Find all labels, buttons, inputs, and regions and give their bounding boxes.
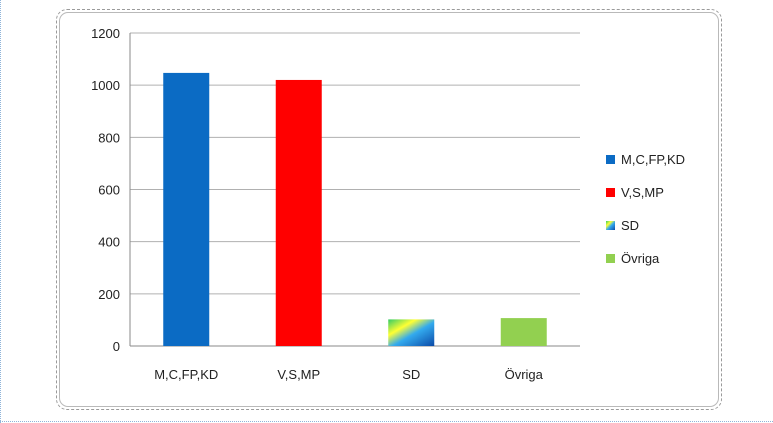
x-axis-labels: M,C,FP,KD V,S,MP SD Övriga	[154, 367, 543, 382]
y-tick-label: 1200	[91, 26, 120, 41]
y-tick-label: 800	[98, 130, 120, 145]
page-border-left	[0, 0, 1, 423]
x-tick-label: Övriga	[505, 367, 544, 382]
bar[interactable]	[500, 318, 547, 346]
legend-swatch	[606, 221, 615, 230]
y-tick-label: 1000	[91, 78, 120, 93]
x-tick-label: M,C,FP,KD	[154, 367, 218, 382]
chart-selection-frame[interactable]	[56, 9, 722, 410]
legend-swatch	[606, 188, 615, 197]
legend: M,C,FP,KD V,S,MP SD Övriga	[606, 152, 685, 266]
x-tick-label: V,S,MP	[277, 367, 320, 382]
legend-entry: Övriga	[621, 251, 660, 266]
y-tick-label: 600	[98, 183, 120, 198]
y-axis-ticks: 0 200 400 600 800 1000 1200	[91, 26, 120, 354]
legend-swatch	[606, 254, 615, 263]
legend-swatch	[606, 155, 615, 164]
x-tick-label: SD	[402, 367, 420, 382]
y-tick-label: 200	[98, 287, 120, 302]
legend-entry: SD	[621, 218, 639, 233]
y-tick-label: 400	[98, 235, 120, 250]
bars	[163, 72, 547, 346]
bar[interactable]	[388, 319, 435, 346]
legend-entry: V,S,MP	[621, 185, 664, 200]
page-border-bottom	[0, 421, 773, 422]
bar[interactable]	[275, 79, 322, 346]
bar[interactable]	[163, 72, 210, 346]
y-tick-label: 0	[113, 339, 120, 354]
legend-entry: M,C,FP,KD	[621, 152, 685, 167]
